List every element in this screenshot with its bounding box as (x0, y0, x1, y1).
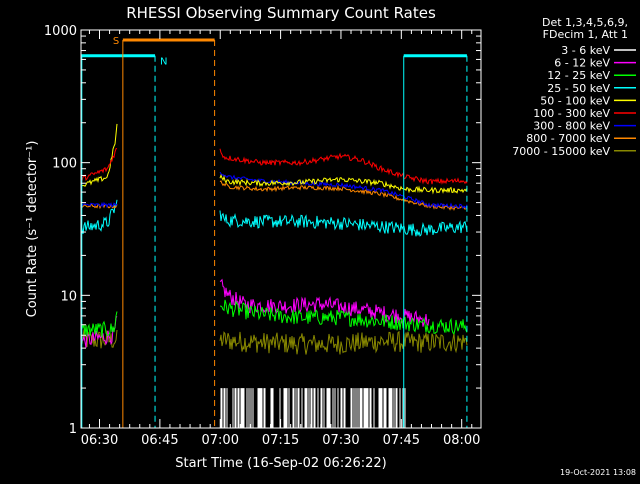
night-n-label: N (160, 57, 167, 68)
x-tick-label: 06:45 (141, 433, 178, 448)
series-line-100-300 (80, 148, 468, 185)
legend-label: 3 - 6 keV (561, 44, 610, 57)
y-axis-label: Count Rate (s⁻¹ detector⁻¹) (25, 141, 40, 318)
y-tick-label: 1 (69, 422, 77, 437)
legend-label: 25 - 50 keV (547, 82, 610, 95)
legend-label: 6 - 12 keV (554, 57, 610, 70)
series-line-7000-15000 (80, 329, 468, 355)
legend-label: 800 - 7000 keV (526, 132, 610, 145)
chart-title: RHESSI Observing Summary Count Rates (126, 4, 436, 22)
x-tick-label: 07:00 (202, 433, 239, 448)
y-tick-label: 100 (52, 157, 77, 172)
plot-frame (80, 29, 482, 429)
series-line-25-50 (80, 199, 468, 237)
series-line-50-100 (80, 123, 468, 195)
series-line-12-25 (80, 299, 468, 338)
legend-label: 12 - 25 keV (547, 69, 610, 82)
x-tick-label: 07:45 (383, 433, 420, 448)
x-tick-label: 07:15 (262, 433, 299, 448)
y-tick-label: 1000 (44, 24, 77, 39)
series-line-300-800 (80, 171, 468, 210)
legend-label: 100 - 300 keV (533, 107, 610, 120)
legend-label: 50 - 100 keV (540, 94, 610, 107)
attenuator-s-label: S (113, 36, 119, 47)
series-line-800-7000 (80, 180, 468, 212)
legend-header: FDecim 1, Att 1 (543, 28, 628, 41)
legend-header: Det 1,3,4,5,6,9, (542, 16, 628, 29)
y-tick-label: 10 (60, 289, 77, 304)
footer-date: 19-Oct-2021 13:08 (560, 468, 636, 477)
x-tick-label: 06:30 (81, 433, 118, 448)
legend-label: 300 - 800 keV (533, 120, 610, 133)
x-tick-label: 08:00 (443, 433, 480, 448)
legend-label: 7000 - 15000 keV (512, 145, 610, 158)
x-axis-label: Start Time (16-Sep-02 06:26:22) (175, 456, 386, 471)
x-tick-label: 07:30 (322, 433, 359, 448)
series-line-3-6 (220, 388, 406, 428)
